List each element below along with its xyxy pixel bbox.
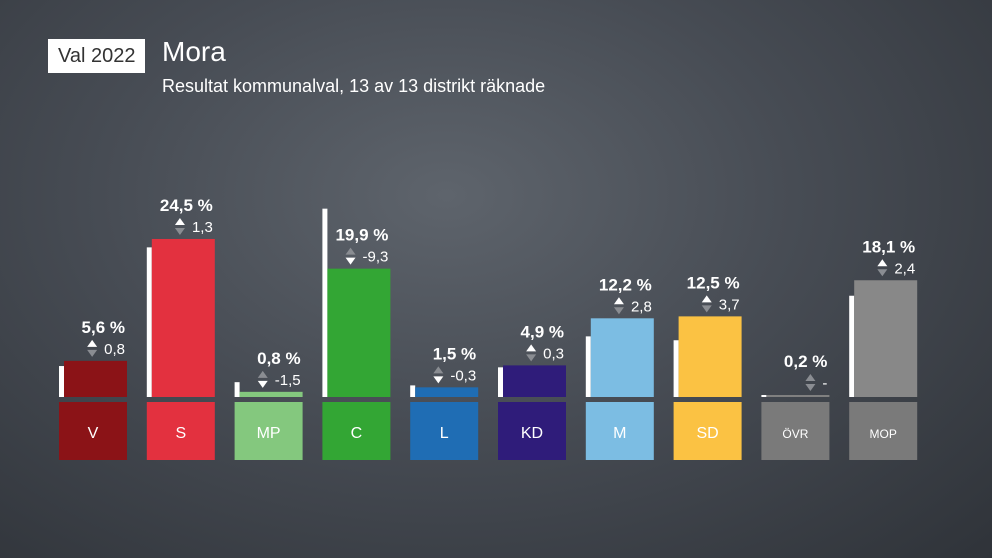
party-box-övr: [761, 402, 830, 460]
previous-result-bar-v: [59, 366, 64, 397]
change-down-icon-övr: [805, 384, 816, 391]
value-label-l: 1,5 %: [433, 344, 476, 363]
bar-v: [64, 360, 127, 397]
change-label-m: 2,8: [631, 298, 652, 315]
bar-kd: [503, 365, 566, 397]
change-down-icon-c: [345, 257, 356, 265]
bar-mp: [239, 391, 303, 397]
change-down-icon-m: [613, 307, 624, 315]
party-box-c: [322, 402, 391, 460]
party-label-mp: MP: [257, 425, 281, 442]
party-box-m: [585, 402, 654, 460]
change-label-kd: 0,3: [543, 345, 564, 362]
value-label-m: 12,2 %: [599, 275, 652, 294]
change-down-icon-v: [87, 349, 98, 357]
election-year-tag: Val 2022: [48, 39, 146, 73]
party-label-mop: MOP: [870, 427, 897, 441]
previous-result-bar-m: [585, 336, 591, 397]
change-up-icon-c: [345, 247, 356, 255]
previous-result-bar-sd: [673, 340, 679, 397]
change-label-mop: 2,4: [894, 260, 915, 277]
party-label-v: V: [88, 425, 99, 442]
previous-result-bar-c: [322, 208, 328, 397]
party-box-v: [59, 402, 127, 460]
change-down-icon-mop: [877, 269, 888, 277]
bar-övr: [766, 395, 830, 397]
change-up-icon-mop: [877, 259, 888, 267]
change-up-icon-sd: [701, 295, 712, 303]
party-label-l: L: [440, 425, 449, 442]
party-label-övr: ÖVR: [782, 427, 808, 441]
party-label-m: M: [613, 425, 626, 442]
change-up-icon-kd: [526, 344, 537, 352]
previous-result-bar-kd: [498, 367, 503, 397]
party-label-s: S: [175, 425, 186, 442]
change-up-icon-m: [613, 297, 624, 305]
change-down-icon-mp: [257, 380, 268, 388]
chart-title: Mora: [162, 36, 226, 67]
change-up-icon-l: [433, 366, 444, 374]
change-down-icon-sd: [701, 305, 712, 313]
party-box-l: [410, 402, 479, 460]
value-label-sd: 12,5 %: [687, 273, 740, 292]
change-up-icon-övr: [805, 374, 816, 381]
bar-sd: [678, 316, 742, 397]
previous-result-bar-mp: [234, 382, 240, 397]
change-label-mp: -1,5: [275, 372, 301, 389]
bar-mop: [854, 280, 918, 397]
party-box-s: [146, 402, 215, 460]
change-down-icon-l: [433, 376, 444, 384]
bar-c: [327, 268, 391, 397]
change-label-sd: 3,7: [719, 296, 740, 313]
chart-subtitle: Resultat kommunalval, 13 av 13 distrikt …: [162, 76, 546, 96]
change-label-v: 0,8: [104, 341, 125, 358]
value-label-c: 19,9 %: [335, 226, 388, 245]
party-label-kd: KD: [521, 425, 543, 442]
value-label-kd: 4,9 %: [521, 322, 564, 341]
change-label-c: -9,3: [363, 249, 389, 266]
change-up-icon-mp: [257, 370, 268, 378]
previous-result-bar-övr: [761, 395, 767, 397]
party-label-sd: SD: [696, 425, 718, 442]
previous-result-bar-s: [146, 247, 152, 397]
bar-l: [415, 387, 479, 397]
change-down-icon-kd: [526, 354, 537, 362]
bar-s: [151, 238, 215, 397]
value-label-övr: 0,2 %: [784, 352, 827, 371]
value-label-mop: 18,1 %: [862, 237, 915, 256]
previous-result-bar-l: [410, 385, 416, 397]
change-up-icon-s: [174, 217, 185, 225]
party-box-mp: [234, 402, 303, 460]
value-label-v: 5,6 %: [82, 318, 125, 337]
change-down-icon-s: [174, 227, 185, 235]
party-box-kd: [498, 402, 566, 460]
change-label-l: -0,3: [450, 367, 476, 384]
change-up-icon-v: [87, 339, 98, 347]
party-box-mop: [849, 402, 918, 460]
value-label-s: 24,5 %: [160, 196, 213, 215]
party-label-c: C: [351, 425, 363, 442]
bar-m: [590, 318, 654, 397]
party-box-sd: [673, 402, 742, 460]
change-label-s: 1,3: [192, 219, 213, 236]
change-label-övr: -: [822, 375, 827, 392]
previous-result-bar-mop: [849, 295, 855, 397]
value-label-mp: 0,8 %: [257, 349, 300, 368]
